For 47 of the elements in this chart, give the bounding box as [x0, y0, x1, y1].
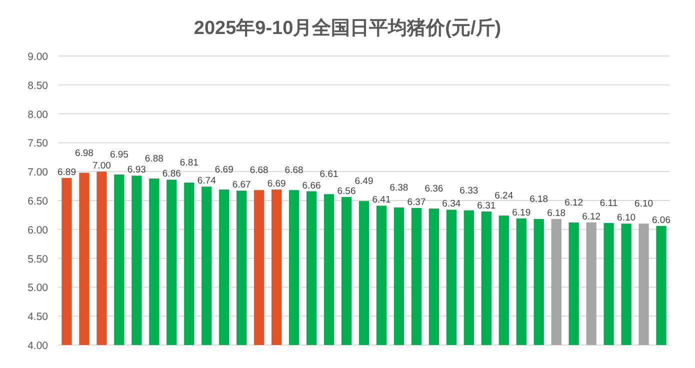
- data-label: 6.95: [110, 149, 128, 160]
- data-label: 6.10: [634, 198, 654, 210]
- data-label: 6.12: [564, 197, 584, 208]
- data-label: 6.41: [372, 194, 391, 206]
- y-tick-label: 6.50: [28, 196, 48, 208]
- data-label: 6.06: [652, 214, 671, 226]
- data-label: 6.38: [390, 182, 408, 194]
- data-label: 6.24: [494, 190, 514, 202]
- data-label: 6.56: [337, 186, 356, 198]
- data-label: 6.81: [180, 158, 198, 169]
- data-label: 6.12: [582, 211, 601, 222]
- data-label: 6.61: [320, 169, 338, 180]
- y-tick-label: 5.50: [28, 253, 48, 266]
- data-label: 6.89: [57, 166, 76, 178]
- y-tick-label: 4.50: [28, 311, 48, 324]
- data-label: 6.11: [600, 198, 618, 210]
- data-label: 6.68: [284, 165, 304, 176]
- data-label: 6.69: [267, 178, 286, 190]
- data-label: 6.66: [302, 180, 321, 192]
- y-tick-label: 8.50: [28, 80, 48, 92]
- data-label: 6.49: [354, 176, 374, 188]
- data-label: 6.74: [197, 176, 216, 187]
- y-tick-label: 8.00: [28, 108, 48, 121]
- y-tick-label: 7.00: [28, 166, 48, 179]
- data-label: 6.31: [477, 200, 496, 212]
- data-label: 6.67: [232, 180, 251, 191]
- data-label: 6.98: [74, 148, 94, 159]
- data-label: 6.19: [512, 207, 531, 218]
- data-label: 6.93: [127, 164, 146, 176]
- data-label: 6.88: [144, 154, 164, 165]
- data-label: 6.69: [214, 164, 234, 176]
- data-label: 6.18: [530, 194, 548, 205]
- data-label: 7.00: [92, 160, 111, 172]
- data-label: 6.37: [407, 197, 426, 208]
- data-label: 6.18: [547, 208, 566, 219]
- title: 2025年9-10月全国日平均猪价(元/斤): [194, 18, 502, 39]
- data-label: 6.86: [162, 168, 181, 180]
- y-tick-label: 7.50: [28, 138, 48, 150]
- data-label: 6.34: [442, 198, 461, 210]
- y-tick-label: 4.00: [28, 340, 48, 352]
- y-tick-label: 9.00: [28, 51, 48, 63]
- data-label: 6.68: [250, 165, 268, 176]
- y-tick-label: 6.00: [28, 224, 48, 236]
- y-tick-label: 5.00: [28, 282, 48, 294]
- data-label: 6.10: [617, 212, 636, 224]
- data-label: 6.36: [424, 184, 444, 195]
- data-label: 6.33: [460, 185, 478, 196]
